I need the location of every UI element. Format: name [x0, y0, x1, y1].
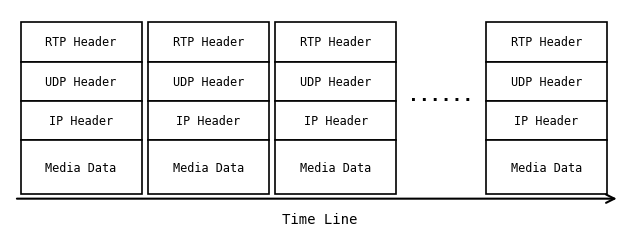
Text: RTP Header: RTP Header: [45, 36, 116, 49]
Text: Media Data: Media Data: [45, 161, 116, 174]
Text: UDP Header: UDP Header: [45, 75, 116, 88]
Text: Media Data: Media Data: [300, 161, 372, 174]
FancyBboxPatch shape: [275, 23, 396, 62]
Text: IP Header: IP Header: [49, 114, 113, 127]
FancyBboxPatch shape: [20, 23, 141, 62]
Text: UDP Header: UDP Header: [511, 75, 582, 88]
FancyBboxPatch shape: [486, 140, 607, 194]
Text: Time Line: Time Line: [282, 212, 358, 226]
FancyBboxPatch shape: [148, 23, 269, 62]
FancyBboxPatch shape: [20, 101, 141, 140]
FancyBboxPatch shape: [486, 62, 607, 101]
Text: UDP Header: UDP Header: [173, 75, 244, 88]
FancyBboxPatch shape: [486, 23, 607, 62]
FancyBboxPatch shape: [148, 62, 269, 101]
Text: RTP Header: RTP Header: [300, 36, 372, 49]
Text: UDP Header: UDP Header: [300, 75, 372, 88]
FancyBboxPatch shape: [486, 101, 607, 140]
FancyBboxPatch shape: [20, 62, 141, 101]
FancyBboxPatch shape: [20, 140, 141, 194]
Text: IP Header: IP Header: [514, 114, 579, 127]
Text: Media Data: Media Data: [511, 161, 582, 174]
Text: IP Header: IP Header: [177, 114, 241, 127]
FancyBboxPatch shape: [275, 140, 396, 194]
Text: RTP Header: RTP Header: [173, 36, 244, 49]
FancyBboxPatch shape: [275, 101, 396, 140]
FancyBboxPatch shape: [148, 101, 269, 140]
Text: ......: ......: [408, 86, 474, 104]
FancyBboxPatch shape: [275, 62, 396, 101]
Text: RTP Header: RTP Header: [511, 36, 582, 49]
Text: Media Data: Media Data: [173, 161, 244, 174]
FancyBboxPatch shape: [148, 140, 269, 194]
Text: IP Header: IP Header: [304, 114, 368, 127]
